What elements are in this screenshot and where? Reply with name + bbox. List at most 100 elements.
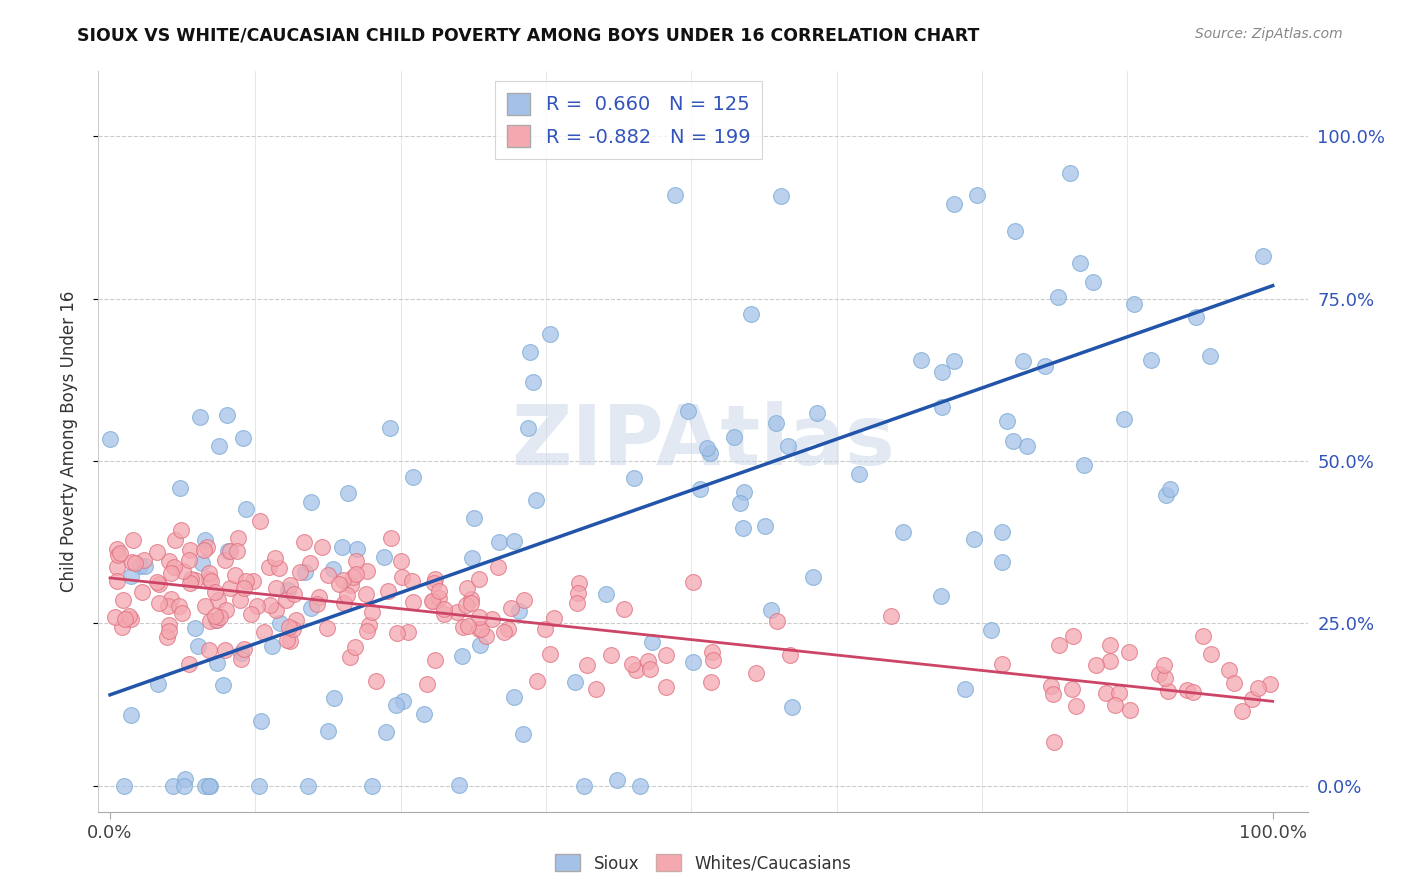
Point <box>761 603 783 617</box>
Point <box>467 622 489 636</box>
Point <box>328 577 350 591</box>
Point <box>1199 647 1222 661</box>
Point <box>568 576 591 591</box>
Point <box>1043 734 1066 748</box>
Point <box>991 555 1014 569</box>
Point <box>145 574 167 589</box>
Point <box>534 622 557 636</box>
Point <box>770 189 793 203</box>
Point <box>242 574 264 588</box>
Point <box>378 421 401 435</box>
Point <box>278 620 301 634</box>
Point <box>567 596 589 610</box>
Point <box>156 630 179 644</box>
Point <box>200 615 222 629</box>
Point <box>246 599 269 614</box>
Point <box>215 603 238 617</box>
Point <box>451 620 474 634</box>
Point <box>276 632 298 647</box>
Point <box>389 554 412 568</box>
Point <box>806 406 828 420</box>
Text: ZIPAtlas: ZIPAtlas <box>510 401 896 482</box>
Point <box>880 609 903 624</box>
Point <box>1147 666 1170 681</box>
Point <box>146 677 169 691</box>
Point <box>198 566 221 580</box>
Point <box>323 690 346 705</box>
Point <box>344 554 367 568</box>
Point <box>526 674 548 689</box>
Point <box>224 568 246 582</box>
Point <box>159 566 181 580</box>
Point <box>606 772 628 787</box>
Point <box>172 564 194 578</box>
Point <box>356 564 378 578</box>
Point <box>332 573 354 587</box>
Point <box>575 657 598 672</box>
Point <box>111 593 134 607</box>
Point <box>391 569 413 583</box>
Point <box>779 648 801 662</box>
Point <box>277 582 299 597</box>
Point <box>163 533 186 548</box>
Point <box>200 574 222 589</box>
Point <box>194 599 217 613</box>
Point <box>299 600 322 615</box>
Point <box>339 649 361 664</box>
Point <box>567 586 589 600</box>
Point <box>467 610 489 624</box>
Point <box>308 590 330 604</box>
Point <box>494 625 516 640</box>
Point <box>780 700 803 714</box>
Point <box>163 559 186 574</box>
Point <box>740 307 762 321</box>
Point <box>689 482 711 496</box>
Point <box>481 612 503 626</box>
Point <box>638 662 661 676</box>
Point <box>396 625 419 640</box>
Point <box>543 611 565 625</box>
Point <box>179 542 201 557</box>
Point <box>486 560 509 574</box>
Point <box>678 404 700 418</box>
Point <box>1159 482 1181 496</box>
Point <box>184 621 207 635</box>
Point <box>188 409 211 424</box>
Point <box>204 585 226 599</box>
Point <box>513 593 536 607</box>
Point <box>564 674 586 689</box>
Point <box>183 573 205 587</box>
Point <box>516 421 538 435</box>
Point <box>1073 458 1095 473</box>
Point <box>454 598 477 612</box>
Point <box>146 545 169 559</box>
Point <box>198 572 221 586</box>
Point <box>267 561 290 575</box>
Point <box>262 639 284 653</box>
Point <box>156 599 179 613</box>
Point <box>990 657 1012 671</box>
Point <box>600 648 623 662</box>
Point <box>1153 671 1175 685</box>
Point <box>468 572 491 586</box>
Point <box>336 588 359 602</box>
Point <box>499 601 522 615</box>
Point <box>118 608 141 623</box>
Point <box>112 779 135 793</box>
Point <box>105 574 128 588</box>
Point <box>415 677 437 691</box>
Point <box>402 470 425 484</box>
Point <box>283 622 305 636</box>
Point <box>955 681 977 696</box>
Point <box>191 556 214 570</box>
Point <box>301 495 323 509</box>
Point <box>157 554 180 568</box>
Point <box>259 559 281 574</box>
Point <box>447 778 470 792</box>
Point <box>172 606 194 620</box>
Point <box>1123 297 1146 311</box>
Point <box>380 531 402 545</box>
Point <box>503 533 526 548</box>
Point <box>235 501 257 516</box>
Point <box>134 558 156 573</box>
